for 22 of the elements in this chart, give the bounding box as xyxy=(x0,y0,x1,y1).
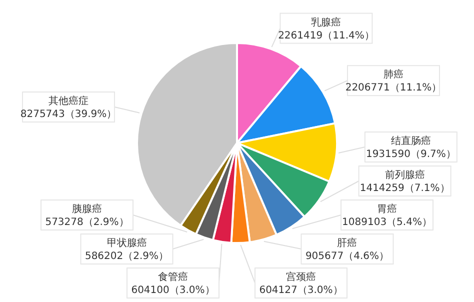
slice-label: 乳腺癌 xyxy=(311,16,342,28)
slice-label: 前列腺癌 xyxy=(384,169,425,181)
slice-label: 肝癌 xyxy=(337,237,358,249)
slice-label: 食管癌 xyxy=(158,271,188,283)
data-label: 604100（3.0%） xyxy=(131,285,215,296)
data-label: 2206771（11.1%） xyxy=(345,82,442,94)
data-label: 1089103（5.4%） xyxy=(342,217,432,228)
slice-label: 肺癌 xyxy=(383,68,404,81)
data-label: 573278（2.9%） xyxy=(45,217,129,228)
slice-label: 胰腺癌 xyxy=(72,203,102,215)
data-label: 2261419（11.4%） xyxy=(278,30,374,42)
slice-label: 结直肠癌 xyxy=(390,135,431,147)
data-label: 8275743（39.9%） xyxy=(20,108,117,120)
data-label: 905677（4.6%） xyxy=(305,251,390,262)
data-label: 1931590（9.7%） xyxy=(366,149,456,160)
slice-label: 宫颈癌 xyxy=(286,271,316,283)
slice-label: 胃癌 xyxy=(377,203,397,215)
data-label: 1414259（7.1%） xyxy=(360,183,450,194)
slice-label: 其他癌症 xyxy=(48,94,89,107)
data-label: 586202（2.9%） xyxy=(84,251,169,262)
data-label: 604127（3.0%） xyxy=(259,285,343,296)
slice-label: 甲状腺癌 xyxy=(106,237,147,249)
